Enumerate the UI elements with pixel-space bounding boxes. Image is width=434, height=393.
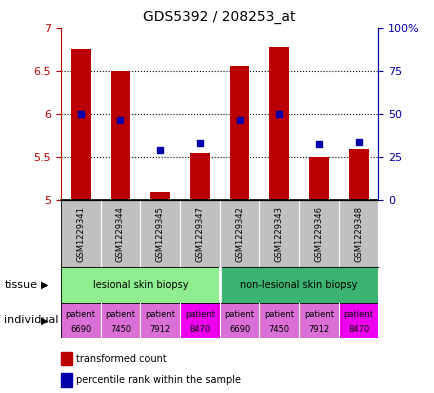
Text: GSM1229343: GSM1229343 bbox=[274, 206, 283, 262]
Bar bbox=[140, 303, 180, 338]
Bar bbox=[219, 267, 378, 303]
Text: 7912: 7912 bbox=[308, 325, 329, 334]
Bar bbox=[71, 49, 90, 200]
Text: patient: patient bbox=[263, 310, 293, 320]
Title: GDS5392 / 208253_at: GDS5392 / 208253_at bbox=[143, 10, 295, 24]
Text: transformed count: transformed count bbox=[76, 354, 167, 364]
Text: percentile rank within the sample: percentile rank within the sample bbox=[76, 375, 240, 386]
Bar bbox=[61, 200, 100, 267]
Bar bbox=[259, 200, 299, 267]
Text: lesional skin biopsy: lesional skin biopsy bbox=[92, 280, 187, 290]
Text: patient: patient bbox=[66, 310, 95, 320]
Bar bbox=[348, 149, 368, 200]
Text: GSM1229342: GSM1229342 bbox=[234, 206, 243, 262]
Text: patient: patient bbox=[224, 310, 254, 320]
Bar bbox=[61, 267, 219, 303]
Bar bbox=[229, 66, 249, 200]
Bar bbox=[259, 303, 299, 338]
Text: patient: patient bbox=[145, 310, 175, 320]
Bar bbox=[338, 303, 378, 338]
Bar bbox=[100, 303, 140, 338]
Bar bbox=[140, 200, 180, 267]
Bar bbox=[180, 303, 219, 338]
Text: GSM1229348: GSM1229348 bbox=[353, 206, 362, 262]
Bar bbox=[308, 157, 328, 200]
Text: 6690: 6690 bbox=[70, 325, 91, 334]
Text: 6690: 6690 bbox=[228, 325, 250, 334]
Text: GSM1229341: GSM1229341 bbox=[76, 206, 85, 262]
Bar bbox=[299, 200, 338, 267]
Bar bbox=[190, 153, 209, 200]
Bar bbox=[269, 46, 289, 200]
Text: 7450: 7450 bbox=[110, 325, 131, 334]
Bar bbox=[338, 200, 378, 267]
Bar bbox=[110, 71, 130, 200]
Bar bbox=[219, 303, 259, 338]
Text: GSM1229346: GSM1229346 bbox=[314, 206, 322, 262]
Text: patient: patient bbox=[184, 310, 214, 320]
Text: ▶: ▶ bbox=[41, 315, 49, 325]
Bar bbox=[61, 303, 100, 338]
Bar bbox=[100, 200, 140, 267]
Text: tissue: tissue bbox=[4, 280, 37, 290]
Text: GSM1229345: GSM1229345 bbox=[155, 206, 164, 262]
Text: patient: patient bbox=[343, 310, 373, 320]
Text: 8470: 8470 bbox=[189, 325, 210, 334]
Text: individual: individual bbox=[4, 315, 59, 325]
Text: GSM1229347: GSM1229347 bbox=[195, 206, 204, 262]
Text: 7450: 7450 bbox=[268, 325, 289, 334]
Text: patient: patient bbox=[105, 310, 135, 320]
Bar bbox=[219, 200, 259, 267]
Bar bbox=[180, 200, 219, 267]
Text: GSM1229344: GSM1229344 bbox=[116, 206, 125, 262]
Bar bbox=[150, 192, 170, 200]
Text: patient: patient bbox=[303, 310, 333, 320]
Text: non-lesional skin biopsy: non-lesional skin biopsy bbox=[240, 280, 357, 290]
Text: 8470: 8470 bbox=[347, 325, 368, 334]
Text: ▶: ▶ bbox=[41, 280, 49, 290]
Bar bbox=[299, 303, 338, 338]
Text: 7912: 7912 bbox=[149, 325, 170, 334]
